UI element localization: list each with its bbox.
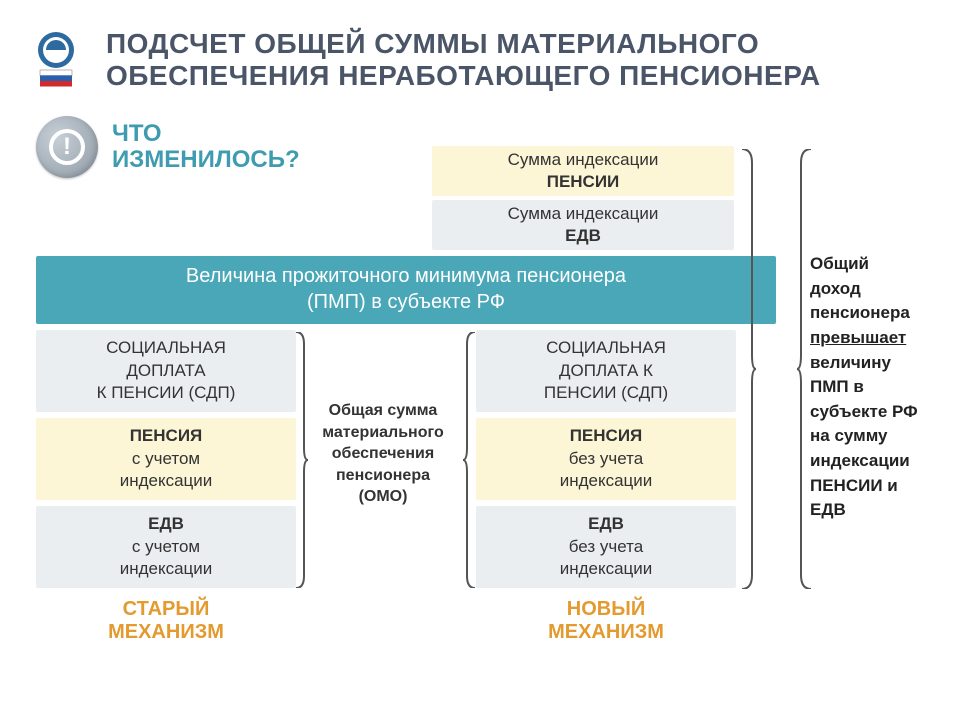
left-sdp-l2: ДОПЛАТА xyxy=(126,361,205,380)
summary-text: Общий доход пенсионера превышает величин… xyxy=(810,252,950,523)
omo-l3: обеспечения xyxy=(332,445,434,462)
left-pens-l1: ПЕНСИЯ xyxy=(130,426,203,445)
top-edv-l1: Сумма индексации xyxy=(508,204,659,223)
sum-l10: ЕДВ xyxy=(810,500,846,519)
sum-l5: ПМП в xyxy=(810,377,864,396)
right-edv-l2: без учета xyxy=(569,537,643,556)
page-title: ПОДСЧЕТ ОБЩЕЙ СУММЫ МАТЕРИАЛЬНОГО ОБЕСПЕ… xyxy=(106,28,821,92)
sum-l7: на сумму xyxy=(810,426,888,445)
header: ПОДСЧЕТ ОБЩЕЙ СУММЫ МАТЕРИАЛЬНОГО ОБЕСПЕ… xyxy=(0,0,960,108)
right-mech-l2: МЕХАНИЗМ xyxy=(548,621,664,643)
right-pens-l3: индексации xyxy=(560,471,653,490)
changed-l1: ЧТО xyxy=(112,120,162,147)
left-edv-l1: ЕДВ xyxy=(148,514,184,533)
pmp-l2: (ПМП) в субъекте РФ xyxy=(307,291,505,313)
left-sdp-l1: СОЦИАЛЬНАЯ xyxy=(106,338,226,357)
sum-l3: пенсионера xyxy=(810,303,910,322)
brace-far-right-icon xyxy=(797,149,813,589)
top-pension-l1: Сумма индексации xyxy=(508,150,659,169)
sum-l2: доход xyxy=(810,279,861,298)
sum-l6: субъекте РФ xyxy=(810,402,918,421)
top-pension-l2: ПЕНСИИ xyxy=(547,172,620,191)
sum-l8: индексации xyxy=(810,451,910,470)
exclamation-icon: ! xyxy=(36,116,98,178)
left-mechanism-label: СТАРЫЙ МЕХАНИЗМ xyxy=(36,598,296,644)
top-edv-l2: ЕДВ xyxy=(565,226,601,245)
left-edv-l3: индексации xyxy=(120,559,213,578)
left-edv: ЕДВ с учетом индексации xyxy=(36,506,296,588)
top-index-edv: Сумма индексации ЕДВ xyxy=(432,200,734,250)
right-edv-l1: ЕДВ xyxy=(588,514,624,533)
omo-l4: пенсионера xyxy=(336,467,430,484)
left-pension: ПЕНСИЯ с учетом индексации xyxy=(36,418,296,500)
right-sdp-l3: ПЕНСИИ (СДП) xyxy=(544,383,668,402)
left-edv-l2: с учетом xyxy=(132,537,200,556)
left-mech-l1: СТАРЫЙ xyxy=(123,598,210,620)
sum-ul: превышает xyxy=(810,328,906,347)
brace-mid-right-icon xyxy=(463,332,477,588)
changed-l2: ИЗМЕНИЛОСЬ? xyxy=(112,146,300,173)
right-edv: ЕДВ без учета индексации xyxy=(476,506,736,588)
omo-l2: материального xyxy=(322,424,443,441)
right-mech-l1: НОВЫЙ xyxy=(567,598,645,620)
right-sdp-l2: ДОПЛАТА К xyxy=(559,361,653,380)
right-pension: ПЕНСИЯ без учета индексации xyxy=(476,418,736,500)
top-index-pension: Сумма индексации ПЕНСИИ xyxy=(432,146,734,196)
right-mechanism-label: НОВЫЙ МЕХАНИЗМ xyxy=(476,598,736,644)
sum-l4: величину xyxy=(810,353,891,372)
title-line2: ОБЕСПЕЧЕНИЯ НЕРАБОТАЮЩЕГО ПЕНСИОНЕРА xyxy=(106,60,821,91)
title-line1: ПОДСЧЕТ ОБЩЕЙ СУММЫ МАТЕРИАЛЬНОГО xyxy=(106,28,759,59)
pfr-logo-icon xyxy=(24,28,88,92)
omo-l5: (ОМО) xyxy=(359,488,408,505)
what-changed-text: ЧТО ИЗМЕНИЛОСЬ? xyxy=(112,121,300,174)
sum-l1: Общий xyxy=(810,254,869,273)
left-pens-l2: с учетом xyxy=(132,449,200,468)
right-edv-l3: индексации xyxy=(560,559,653,578)
left-pens-l3: индексации xyxy=(120,471,213,490)
right-sdp-l1: СОЦИАЛЬНАЯ xyxy=(546,338,666,357)
sum-l9: ПЕНСИИ и xyxy=(810,476,898,495)
pmp-bar: Величина прожиточного минимума пенсионер… xyxy=(36,256,776,324)
right-sdp: СОЦИАЛЬНАЯ ДОПЛАТА К ПЕНСИИ (СДП) xyxy=(476,330,736,412)
pmp-l1: Величина прожиточного минимума пенсионер… xyxy=(186,265,626,287)
brace-far-left-icon xyxy=(740,149,756,589)
left-mech-l2: МЕХАНИЗМ xyxy=(108,621,224,643)
omo-label: Общая сумма материального обеспечения пе… xyxy=(300,400,466,508)
brace-mid-left-icon xyxy=(294,332,308,588)
right-pens-l2: без учета xyxy=(569,449,643,468)
omo-l1: Общая сумма xyxy=(329,402,438,419)
right-pens-l1: ПЕНСИЯ xyxy=(570,426,643,445)
left-sdp-l3: К ПЕНСИИ (СДП) xyxy=(97,383,236,402)
left-sdp: СОЦИАЛЬНАЯ ДОПЛАТА К ПЕНСИИ (СДП) xyxy=(36,330,296,412)
